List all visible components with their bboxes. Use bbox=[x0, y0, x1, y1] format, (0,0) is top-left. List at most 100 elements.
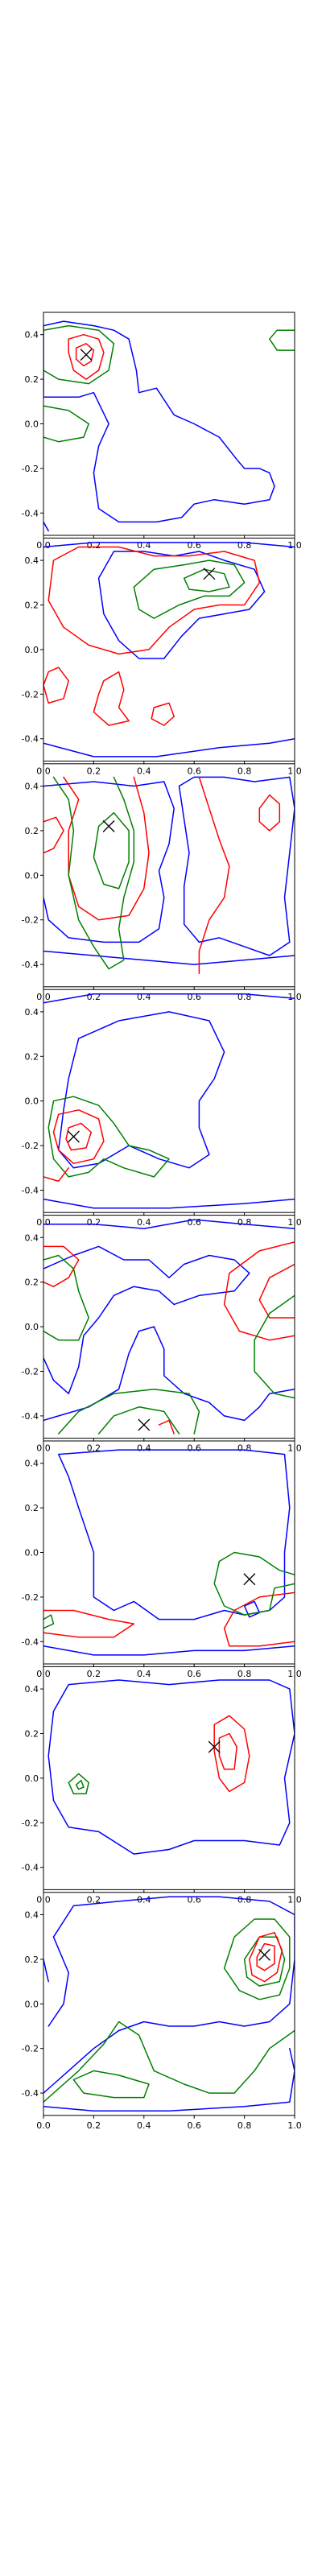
contour-green-8 bbox=[52, 776, 135, 970]
x-tick-label: 0.4 bbox=[137, 1669, 151, 1679]
contour-blue-1 bbox=[43, 542, 295, 548]
y-tick-label: -0.2 bbox=[22, 1818, 39, 1828]
contour-green-5 bbox=[75, 1779, 85, 1790]
marker-x bbox=[80, 349, 93, 361]
contour-red-7 bbox=[151, 702, 175, 726]
x-tick-label: 0.6 bbox=[187, 766, 201, 776]
y-tick-label: -0.4 bbox=[22, 1411, 39, 1422]
contour-red-7 bbox=[43, 1609, 135, 1638]
plot-area bbox=[43, 1219, 295, 1435]
x-tick-label: 0.8 bbox=[237, 766, 252, 776]
plot-area bbox=[43, 542, 295, 758]
y-tick-label: -0.4 bbox=[22, 1186, 39, 1196]
contour-panel-6: 0.0 0.2 0.4 0.6 0.8 1.0-0.4-0.20.00.20.4 bbox=[22, 1440, 302, 1679]
contour-blue-2 bbox=[43, 1645, 295, 1656]
x-tick-label: 0.2 bbox=[87, 1669, 101, 1679]
marker-x bbox=[208, 1740, 221, 1753]
x-tick-label: 0.2 bbox=[87, 766, 101, 776]
contour-red-7 bbox=[75, 343, 95, 367]
axes-frame bbox=[43, 763, 295, 988]
contour-red-6 bbox=[68, 333, 105, 380]
x-tick-label: 0.2 bbox=[87, 540, 101, 551]
y-tick-label: 0.4 bbox=[25, 1459, 39, 1469]
contour-red-5 bbox=[52, 1109, 105, 1165]
plot-area bbox=[43, 993, 295, 1209]
contour-green-8 bbox=[43, 1614, 55, 1629]
contour-blue-3 bbox=[43, 2047, 295, 2112]
contour-blue-1 bbox=[43, 993, 295, 1004]
contour-green-10 bbox=[254, 1294, 295, 1399]
contour-panel-3: 0.0 0.2 0.4 0.6 0.8 1.0-0.4-0.20.00.20.4 bbox=[22, 763, 302, 1002]
contour-red-7 bbox=[258, 1263, 295, 1319]
y-tick-label: -0.4 bbox=[22, 2088, 39, 2099]
x-tick-label: 0.8 bbox=[237, 1217, 252, 1228]
y-tick-label: -0.2 bbox=[22, 2044, 39, 2054]
contour-green-3 bbox=[43, 324, 115, 385]
axes-frame bbox=[43, 1440, 295, 1665]
marker-x bbox=[138, 1418, 151, 1431]
x-tick-label: 0.4 bbox=[137, 2120, 151, 2131]
x-tick-label: 0.2 bbox=[87, 1894, 101, 1905]
y-tick-label: -0.4 bbox=[22, 960, 39, 970]
contour-green-4 bbox=[47, 1096, 170, 1178]
contour-green-4 bbox=[218, 1551, 295, 1575]
y-tick-label: 0.4 bbox=[25, 1232, 39, 1243]
y-tick-label: -0.4 bbox=[22, 508, 39, 518]
contour-blue-1 bbox=[43, 781, 175, 943]
y-tick-label: 0.4 bbox=[25, 330, 39, 341]
y-tick-label: 0.0 bbox=[25, 419, 39, 430]
x-tick-label: 0.4 bbox=[137, 1443, 151, 1454]
contour-red-3 bbox=[218, 1732, 237, 1770]
contour-red-6 bbox=[223, 1241, 295, 1341]
plot-area bbox=[43, 1896, 295, 2112]
contour-green-12 bbox=[97, 1406, 180, 1435]
contour-red-7 bbox=[43, 1167, 69, 1183]
contour-blue-2 bbox=[43, 521, 49, 532]
contour-blue-1 bbox=[43, 320, 275, 523]
contour-red-8 bbox=[249, 1931, 283, 1983]
x-tick-label: 0.6 bbox=[187, 992, 201, 1002]
contour-red-5 bbox=[43, 667, 69, 704]
contour-green-4 bbox=[43, 2021, 295, 2103]
contour-green-4 bbox=[43, 405, 89, 443]
y-tick-label: 0.4 bbox=[25, 1910, 39, 1921]
contour-red-4 bbox=[63, 776, 150, 921]
y-tick-label: 0.2 bbox=[25, 601, 39, 611]
x-tick-label: 0.8 bbox=[237, 1443, 252, 1454]
marker-x bbox=[67, 1130, 80, 1143]
x-tick-label: 0.8 bbox=[237, 1669, 252, 1679]
contour-blue-3 bbox=[138, 1326, 295, 1422]
contour-blue-3 bbox=[57, 1011, 225, 1169]
x-tick-label: 0.4 bbox=[137, 1217, 151, 1228]
contour-panel-1: 0.0 0.2 0.4 0.6 0.8 1.0-0.4-0.20.00.20.4 bbox=[22, 312, 302, 551]
contour-blue-1 bbox=[57, 1449, 291, 1620]
contour-green-7 bbox=[72, 2070, 150, 2099]
y-tick-label: 0.0 bbox=[25, 1096, 39, 1107]
y-tick-label: -0.2 bbox=[22, 1367, 39, 1377]
contour-panel-4: 0.0 0.2 0.4 0.6 0.8 1.0-0.4-0.20.00.20.4 bbox=[22, 989, 302, 1228]
contour-green-5 bbox=[223, 1918, 291, 2000]
axes-frame bbox=[43, 1666, 295, 1890]
y-tick-label: 0.0 bbox=[25, 1548, 39, 1558]
contour-green-9 bbox=[183, 568, 230, 592]
marker-x bbox=[243, 1573, 256, 1586]
y-tick-label: 0.4 bbox=[25, 1007, 39, 1018]
contour-panel-7: 0.0 0.2 0.4 0.6 0.8 1.0-0.4-0.20.00.20.4 bbox=[22, 1666, 302, 1905]
y-tick-label: -0.2 bbox=[22, 1592, 39, 1603]
y-tick-label: -0.2 bbox=[22, 689, 39, 700]
x-tick-label: 0.6 bbox=[187, 1217, 201, 1228]
x-tick-label: 0.2 bbox=[87, 992, 101, 1002]
contour-red-8 bbox=[158, 1419, 175, 1435]
plot-area bbox=[43, 1449, 295, 1656]
x-tick-label: 0.8 bbox=[237, 2120, 252, 2131]
y-tick-label: 0.4 bbox=[25, 555, 39, 566]
contour-green-9 bbox=[43, 1254, 89, 1341]
y-tick-label: 0.0 bbox=[25, 1999, 39, 2009]
x-tick-label: 0.6 bbox=[187, 540, 201, 551]
y-tick-label: 0.0 bbox=[25, 645, 39, 655]
x-tick-label: 0.6 bbox=[187, 1894, 201, 1905]
contour-blue-2 bbox=[43, 1198, 295, 1209]
contour-red-6 bbox=[65, 1122, 93, 1151]
y-tick-label: -0.4 bbox=[22, 1863, 39, 1873]
x-tick-label: 0.8 bbox=[237, 1894, 252, 1905]
